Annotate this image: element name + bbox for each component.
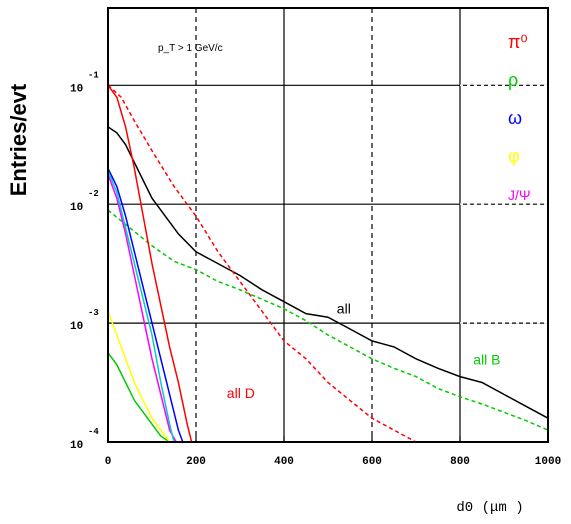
- series-line: [107, 126, 549, 419]
- legend-entry: ω: [508, 108, 522, 128]
- y-axis-label: Entries/evt: [6, 83, 31, 196]
- plot-frame: [107, 7, 549, 443]
- y-tick-exponent: -2: [88, 189, 99, 199]
- y-tick-exponent: -3: [88, 308, 99, 318]
- legend-entry: π⁰: [508, 32, 528, 52]
- x-tick-label: 800: [450, 456, 470, 468]
- x-ticks: 0 200 400 600 800 1000: [105, 436, 561, 468]
- series-line: [107, 352, 171, 443]
- series-layer: [107, 84, 549, 443]
- series-annotation: all D: [227, 385, 255, 401]
- series-line: [107, 310, 171, 443]
- grid: [108, 8, 548, 442]
- y-tick-label: 10: [70, 440, 83, 452]
- legend-entry: φ: [508, 146, 520, 166]
- y-tick-label: 10: [70, 83, 83, 95]
- series-line: [107, 170, 175, 443]
- series-line: [107, 209, 549, 431]
- cut-label: p_T > 1 GeV/c: [158, 43, 223, 54]
- y-tick-label: 10: [70, 202, 83, 214]
- x-tick-label: 200: [186, 456, 206, 468]
- x-tick-label: 1000: [535, 456, 561, 468]
- series-line: [107, 84, 193, 443]
- series-line: [107, 174, 177, 443]
- legend-entry: ρ: [508, 70, 518, 90]
- series-annotation: all B: [473, 352, 500, 368]
- y-tick-label: 10: [70, 321, 83, 333]
- y-tick-exponent: -1: [88, 70, 99, 80]
- legend: π⁰ ρωφ J/Ψ: [508, 32, 531, 203]
- annotations: all all B all D: [227, 301, 501, 401]
- x-tick-label: 0: [105, 456, 112, 468]
- legend-entry: J/Ψ: [508, 187, 531, 203]
- series-line: [107, 84, 417, 443]
- y-tick-exponent: -4: [88, 427, 99, 437]
- series-annotation: all: [337, 301, 351, 317]
- series-line: [107, 168, 184, 443]
- y-ticks: 10 -4 10 -3 10 -2 10 -1: [70, 70, 99, 452]
- x-axis-label: d0 (μm ): [456, 500, 523, 516]
- x-tick-label: 600: [362, 456, 382, 468]
- x-tick-label: 400: [274, 456, 294, 468]
